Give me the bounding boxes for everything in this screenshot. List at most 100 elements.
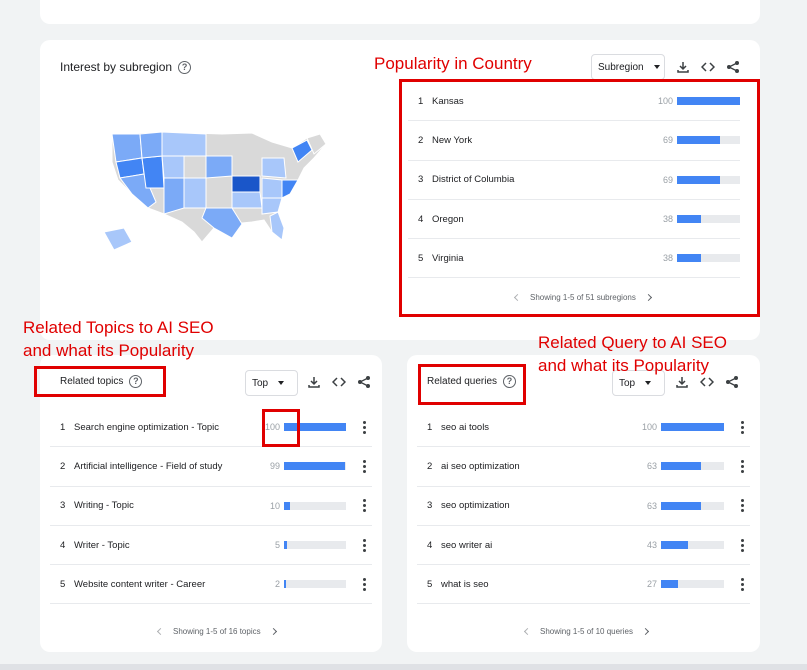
row-bar <box>677 136 740 145</box>
share-icon[interactable] <box>726 60 740 74</box>
row-rank: 3 <box>418 174 424 186</box>
row-label[interactable]: what is seo <box>441 578 489 590</box>
row-value: 63 <box>646 461 657 472</box>
chevron-right-icon[interactable] <box>641 627 649 636</box>
row-rank: 5 <box>418 252 424 264</box>
row-bar <box>284 462 346 471</box>
more-vert-icon[interactable] <box>734 499 750 513</box>
help-circle-icon[interactable]: ? <box>503 375 517 388</box>
bottom-scroll-strip <box>0 664 807 670</box>
annotation-topics-line2: and what its Popularity <box>23 341 195 360</box>
embed-code-icon[interactable] <box>700 375 714 389</box>
subregion-dropdown[interactable]: Subregion <box>591 54 665 80</box>
row-label[interactable]: Artificial intelligence - Field of study <box>74 460 223 472</box>
download-icon[interactable] <box>676 60 690 74</box>
row-rank: 1 <box>418 95 424 107</box>
subregion-row[interactable]: 1 Kansas 100 <box>408 82 740 122</box>
help-circle-icon[interactable]: ? <box>178 60 192 74</box>
row-bar <box>284 423 346 432</box>
more-vert-icon[interactable] <box>356 459 372 473</box>
row-label[interactable]: New York <box>432 134 473 146</box>
more-vert-icon[interactable] <box>356 420 372 434</box>
download-icon[interactable] <box>675 375 689 389</box>
topics-card-title: Related topics ? <box>60 375 143 388</box>
subregion-title-text: Interest by subregion <box>60 60 173 74</box>
row-bar <box>677 215 740 224</box>
subregion-row[interactable]: 5 Virginia 38 <box>408 239 740 279</box>
annotation-popularity-country: Popularity in Country <box>374 54 532 73</box>
row-bar-fill <box>661 423 724 432</box>
subregion-card-title: Interest by subregion ? <box>60 60 192 74</box>
subregion-row[interactable]: 3 District of Columbia 69 <box>408 161 740 200</box>
share-icon[interactable] <box>725 375 739 389</box>
caret-down-icon <box>653 65 660 69</box>
row-bar <box>661 580 724 589</box>
chevron-right-icon[interactable] <box>269 627 277 636</box>
topics-row[interactable]: 4 Writer - Topic 5 <box>50 526 372 566</box>
row-bar <box>284 541 346 550</box>
subregion-dropdown-label: Subregion <box>598 61 644 73</box>
more-vert-icon[interactable] <box>734 459 750 473</box>
row-value: 38 <box>662 214 673 225</box>
chevron-left-icon[interactable] <box>156 627 165 636</box>
row-bar <box>677 175 740 184</box>
row-label[interactable]: District of Columbia <box>432 174 515 186</box>
row-label[interactable]: Search engine optimization - Topic <box>74 421 220 433</box>
row-bar-fill <box>677 215 701 224</box>
row-rank: 4 <box>60 539 66 551</box>
more-vert-icon[interactable] <box>356 499 372 513</box>
row-rank: 5 <box>60 578 66 590</box>
embed-code-icon[interactable] <box>332 375 346 389</box>
share-icon[interactable] <box>357 375 371 389</box>
row-bar-fill <box>661 462 701 471</box>
row-label[interactable]: Oregon <box>432 213 464 225</box>
download-icon[interactable] <box>307 375 321 389</box>
row-label[interactable]: Kansas <box>432 95 464 107</box>
topics-row[interactable]: 1 Search engine optimization - Topic 100 <box>50 408 372 448</box>
row-rank: 1 <box>427 421 433 433</box>
row-label[interactable]: Website content writer - Career <box>74 578 206 590</box>
topics-dropdown-label: Top <box>252 377 269 389</box>
row-rank: 2 <box>418 134 424 146</box>
more-vert-icon[interactable] <box>734 538 750 552</box>
more-vert-icon[interactable] <box>734 577 750 591</box>
row-bar-fill <box>661 541 689 550</box>
queries-row[interactable]: 1 seo ai tools 100 <box>417 408 750 448</box>
queries-row[interactable]: 2 ai seo optimization 63 <box>417 447 750 487</box>
topics-dropdown[interactable]: Top <box>245 370 298 396</box>
row-label[interactable]: seo writer ai <box>441 539 493 551</box>
row-rank: 1 <box>60 421 66 433</box>
topics-row[interactable]: 2 Artificial intelligence - Field of stud… <box>50 447 372 487</box>
row-bar <box>661 541 724 550</box>
row-label[interactable]: seo ai tools <box>441 421 490 433</box>
us-choropleth-map[interactable] <box>102 128 332 258</box>
row-label[interactable]: Writer - Topic <box>74 539 130 551</box>
row-label[interactable]: Virginia <box>432 252 464 264</box>
queries-card-title: Related queries ? <box>427 375 517 388</box>
more-vert-icon[interactable] <box>356 577 372 591</box>
subregion-row[interactable]: 2 New York 69 <box>408 121 740 161</box>
row-bar-fill <box>677 254 701 263</box>
queries-row[interactable]: 4 seo writer ai 43 <box>417 526 750 566</box>
help-circle-icon[interactable]: ? <box>129 375 143 388</box>
annotation-box-topic-value <box>262 409 300 447</box>
queries-dropdown[interactable]: Top <box>612 370 665 396</box>
annotation-box-subregion-list <box>399 79 760 317</box>
queries-row[interactable]: 5 what is seo 27 <box>417 565 750 605</box>
row-label[interactable]: seo optimization <box>441 500 510 512</box>
queries-row[interactable]: 3 seo optimization 63 <box>417 487 750 526</box>
more-vert-icon[interactable] <box>734 420 750 434</box>
topics-row[interactable]: 5 Website content writer - Career 2 <box>50 565 372 605</box>
row-label[interactable]: Writing - Topic <box>74 500 134 512</box>
embed-code-icon[interactable] <box>701 60 715 74</box>
topics-row[interactable]: 3 Writing - Topic 10 <box>50 487 372 526</box>
more-vert-icon[interactable] <box>356 538 372 552</box>
subregion-row[interactable]: 4 Oregon 38 <box>408 200 740 240</box>
related-topics-card: Related topics ? Top 1 Search engine opti… <box>40 355 382 652</box>
chevron-left-icon[interactable] <box>523 627 532 636</box>
topics-tools <box>307 375 371 389</box>
row-bar-fill <box>677 136 721 145</box>
row-value: 69 <box>662 174 673 185</box>
row-value: 5 <box>274 540 280 551</box>
row-label[interactable]: ai seo optimization <box>441 460 520 472</box>
